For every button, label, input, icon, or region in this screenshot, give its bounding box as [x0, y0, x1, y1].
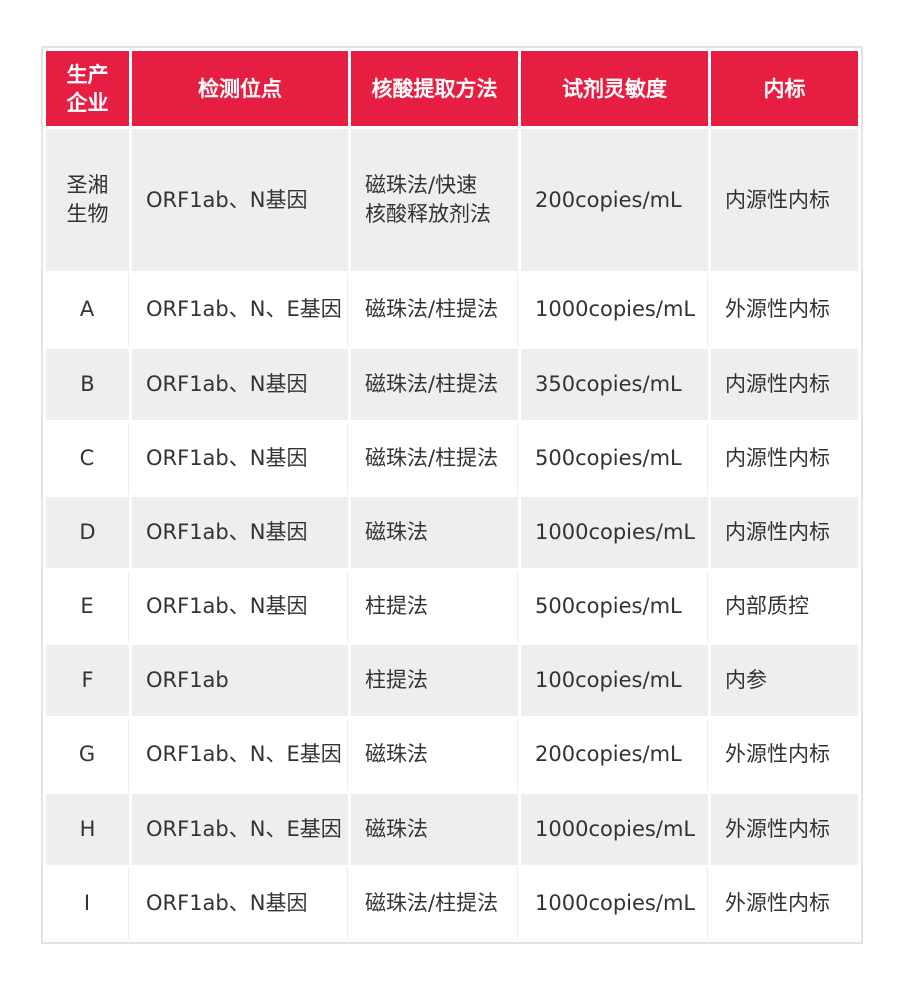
cell-extraction-method: 磁珠法/快速 核酸释放剂法	[351, 129, 518, 272]
cell-internal-control: 内源性内标	[711, 496, 858, 569]
cell-extraction-method: 磁珠法/柱提法	[351, 422, 518, 494]
cell-detection-target: ORF1ab、N基因	[132, 348, 348, 420]
cell-manufacturer: G	[46, 719, 129, 791]
header-manufacturer: 生产 企业	[46, 51, 129, 126]
cell-internal-control: 外源性内标	[711, 793, 858, 865]
cell-extraction-method: 磁珠法	[351, 496, 518, 569]
cell-sensitivity: 200copies/mL	[521, 129, 708, 272]
cell-manufacturer: I	[46, 867, 129, 939]
cell-detection-target: ORF1ab、N、E基因	[132, 719, 348, 791]
table-row: 圣湘 生物 ORF1ab、N基因 磁珠法/快速 核酸释放剂法 200copies/mL…	[46, 129, 858, 272]
cell-internal-control: 内源性内标	[725, 445, 830, 470]
cell-manufacturer: F	[46, 645, 129, 717]
cell-extraction-method: 磁珠法/柱提法	[351, 348, 518, 420]
cell-manufacturer: 圣湘 生物	[46, 129, 129, 272]
cell-extraction-method: 柱提法	[351, 645, 518, 717]
header-sensitivity: 试剂灵敏度	[521, 51, 708, 126]
table-row: C ORF1ab、N基因 磁珠法/柱提法 500copies/mL 内源性内标	[46, 422, 858, 494]
cell-manufacturer: A	[46, 274, 129, 346]
table-row: A ORF1ab、N、E基因 磁珠法/柱提法 1000copies/mL 外源性内标	[46, 274, 858, 346]
cell-detection-target: ORF1ab、N、E基因	[132, 274, 348, 346]
cell-extraction-method: 柱提法	[351, 571, 518, 643]
table-row: F ORF1ab 柱提法 100copies/mL 内参	[46, 645, 858, 717]
cell-manufacturer: C	[46, 422, 129, 494]
cell-detection-target: ORF1ab、N基因	[132, 496, 348, 569]
table-row: H ORF1ab、N、E基因 磁珠法 1000copies/mL 外源性内标	[46, 793, 858, 865]
cell-manufacturer: D	[46, 496, 129, 569]
cell-internal-control: 外源性内标	[725, 297, 830, 322]
cell-sensitivity: 1000copies/mL	[521, 867, 708, 939]
cell-extraction-method: 磁珠法/柱提法	[351, 867, 518, 939]
cell-manufacturer: E	[46, 571, 129, 643]
table-row: B ORF1ab、N基因 磁珠法/柱提法 350copies/mL 内源性内标	[46, 348, 858, 420]
header-row: 生产 企业 检测位点 核酸提取方法 试剂灵敏度 内标	[46, 51, 858, 126]
cell-detection-target: ORF1ab、N基因	[132, 422, 348, 494]
cell-sensitivity: 500copies/mL	[521, 571, 708, 643]
table-row: D ORF1ab、N基因 磁珠法 1000copies/mL 内源性内标	[46, 496, 858, 569]
cell-detection-target: ORF1ab、N、E基因	[132, 793, 348, 865]
cell-sensitivity: 350copies/mL	[521, 348, 708, 420]
table-row: E ORF1ab、N基因 柱提法 500copies/mL 内部质控	[46, 571, 858, 643]
cell-sensitivity: 1000copies/mL	[521, 496, 708, 569]
cell-sensitivity: 200copies/mL	[521, 719, 708, 791]
cell-detection-target: ORF1ab、N基因	[132, 867, 348, 939]
cell-sensitivity: 100copies/mL	[521, 645, 708, 717]
cell-manufacturer: H	[46, 793, 129, 865]
table-row: G ORF1ab、N、E基因 磁珠法 200copies/mL 外源性内标	[46, 719, 858, 791]
cell-internal-control: 外源性内标	[725, 890, 830, 915]
cell-extraction-method: 磁珠法	[351, 793, 518, 865]
header-detection-target: 检测位点	[132, 51, 348, 126]
cell-internal-control: 内源性内标	[711, 129, 858, 272]
cell-manufacturer: B	[46, 348, 129, 420]
cell-internal-control: 内部质控	[725, 594, 809, 619]
cell-sensitivity: 1000copies/mL	[521, 793, 708, 865]
cell-internal-control: 外源性内标	[725, 742, 830, 767]
cell-extraction-method: 磁珠法/柱提法	[351, 274, 518, 346]
cell-sensitivity: 500copies/mL	[521, 422, 708, 494]
cell-sensitivity: 1000copies/mL	[521, 274, 708, 346]
header-internal-control: 内标	[711, 51, 858, 126]
cell-internal-control: 内参	[711, 645, 858, 717]
cell-internal-control: 内源性内标	[711, 348, 858, 420]
cell-detection-target: ORF1ab	[132, 645, 348, 717]
table-row: I ORF1ab、N基因 磁珠法/柱提法 1000copies/mL 外源性内标	[46, 867, 858, 939]
comparison-table: 生产 企业 检测位点 核酸提取方法 试剂灵敏度 内标 圣湘 生物 ORF1ab、N…	[41, 46, 863, 944]
cell-detection-target: ORF1ab、N基因	[132, 571, 348, 643]
header-extraction-method: 核酸提取方法	[351, 51, 518, 126]
cell-extraction-method: 磁珠法	[351, 719, 518, 791]
cell-detection-target: ORF1ab、N基因	[132, 129, 348, 272]
